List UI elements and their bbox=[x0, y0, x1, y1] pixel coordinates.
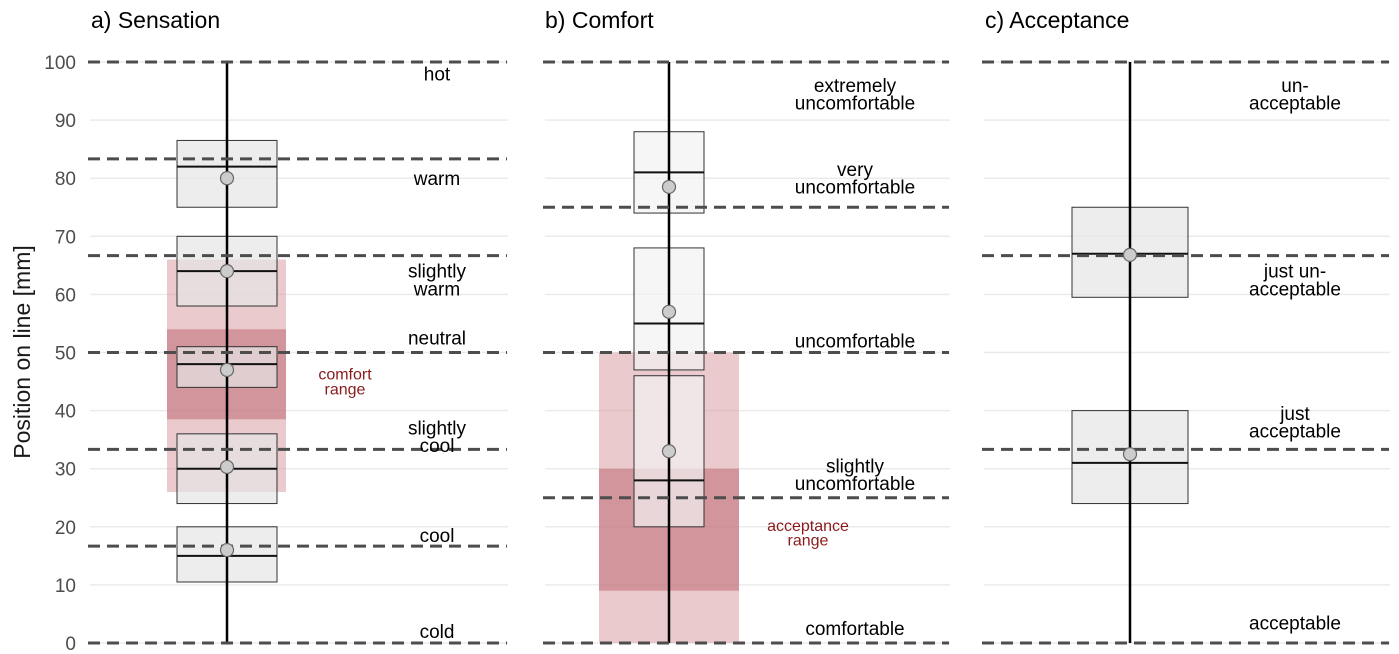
range-label: acceptance range bbox=[767, 518, 849, 550]
y-axis: 0 10 20 30 40 50 60 70 80 90 100 bbox=[44, 53, 76, 654]
panel: c) Acceptance un-acceptable just un-accept… bbox=[982, 7, 1390, 645]
category-label: acceptable bbox=[1249, 613, 1341, 634]
category-label: slightly warm bbox=[408, 262, 467, 301]
category-boundaries bbox=[982, 60, 1389, 645]
y-tick-label: 50 bbox=[55, 344, 76, 365]
y-tick-label: 20 bbox=[55, 518, 76, 539]
mean-point bbox=[1122, 247, 1138, 262]
category-labels: hot warm slightly warm neutral slightly cool co… bbox=[408, 64, 467, 643]
panel-title: c) Acceptance bbox=[985, 7, 1129, 33]
y-tick-label: 100 bbox=[44, 53, 76, 74]
category-label: extremely uncomfortable bbox=[795, 76, 915, 115]
mean-point bbox=[219, 362, 235, 378]
range-label: comfort range bbox=[318, 367, 372, 399]
mean-points bbox=[219, 171, 235, 558]
mean-point bbox=[661, 304, 677, 319]
category-label: just acceptable bbox=[1249, 404, 1341, 443]
category-label: cool bbox=[420, 526, 455, 547]
category-label: un-acceptable bbox=[1249, 76, 1341, 115]
gridlines bbox=[984, 61, 1390, 644]
category-labels: extremely uncomfortable very uncomfortable u… bbox=[795, 76, 915, 640]
y-tick-label: 60 bbox=[55, 285, 76, 306]
category-label: very uncomfortable bbox=[795, 160, 915, 199]
mean-point bbox=[219, 542, 235, 558]
category-label: hot bbox=[424, 64, 451, 85]
category-label: comfortable bbox=[805, 619, 904, 640]
mean-point bbox=[1122, 447, 1138, 462]
category-boundaries bbox=[88, 60, 507, 645]
category-label: just un-acceptable bbox=[1249, 262, 1341, 301]
y-tick-label: 10 bbox=[55, 576, 76, 597]
y-tick-label: 40 bbox=[55, 402, 76, 423]
category-boundaries bbox=[543, 60, 949, 645]
category-labels: un-acceptable just un-acceptable just accep… bbox=[1249, 76, 1341, 635]
category-label: uncomfortable bbox=[795, 332, 915, 353]
mean-point bbox=[219, 459, 235, 475]
panel: a) Sensation hot warm slightly warm neutral sl… bbox=[88, 7, 508, 645]
category-label: cold bbox=[420, 622, 455, 643]
y-tick-label: 0 bbox=[65, 634, 76, 654]
mean-points bbox=[661, 179, 677, 459]
mean-point bbox=[219, 171, 235, 186]
panels: a) Sensation hot warm slightly warm neutral sl… bbox=[88, 7, 1390, 645]
panel: b) Comfort extremely uncomfortable very unco… bbox=[543, 7, 950, 645]
y-axis-label: Position on line [mm] bbox=[9, 245, 35, 458]
panel-title: a) Sensation bbox=[91, 7, 220, 33]
mean-point bbox=[661, 444, 677, 459]
y-tick-label: 30 bbox=[55, 460, 76, 481]
category-label: warm bbox=[413, 169, 460, 190]
category-label: slightly cool bbox=[408, 419, 467, 458]
category-label: neutral bbox=[408, 329, 466, 350]
category-label: slightly uncomfortable bbox=[795, 456, 915, 495]
mean-point bbox=[219, 264, 235, 279]
panel-title: b) Comfort bbox=[545, 7, 654, 33]
y-tick-label: 70 bbox=[55, 227, 76, 248]
y-tick-label: 90 bbox=[55, 111, 76, 132]
y-tick-label: 80 bbox=[55, 169, 76, 190]
mean-point bbox=[661, 179, 677, 195]
mean-points bbox=[1122, 247, 1138, 462]
